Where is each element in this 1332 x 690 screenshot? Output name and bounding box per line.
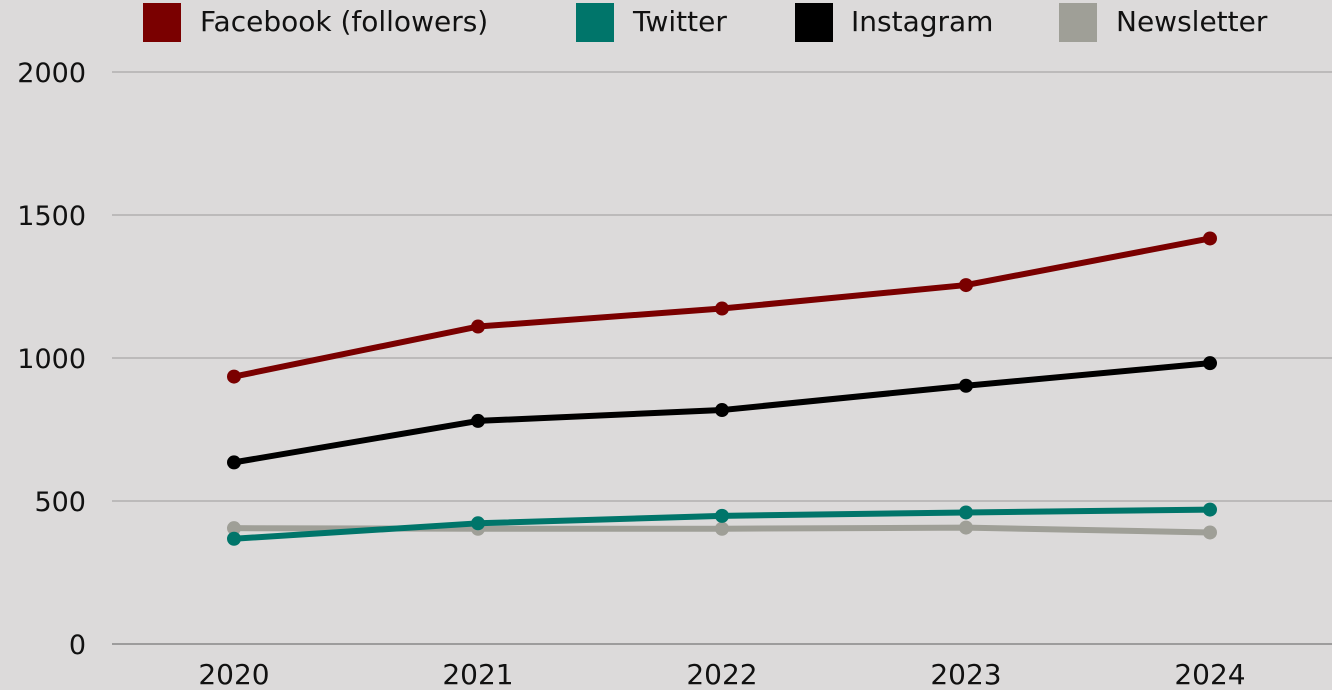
legend-label: Instagram (851, 5, 993, 38)
data-point (1203, 502, 1217, 517)
series-layer (227, 231, 1217, 546)
x-tick-label: 2023 (930, 658, 1001, 690)
series-twitter (227, 502, 1217, 546)
legend-swatch (143, 3, 181, 42)
data-point (471, 516, 485, 531)
data-point (227, 455, 241, 470)
data-point (227, 531, 241, 546)
y-tick-label: 1000 (17, 344, 86, 375)
series-facebook-followers (227, 231, 1217, 384)
series-instagram (227, 356, 1217, 470)
x-tick-label: 2024 (1174, 658, 1245, 690)
x-tick-label: 2022 (686, 658, 757, 690)
legend-label: Facebook (followers) (200, 5, 488, 38)
data-point (1203, 356, 1217, 371)
x-axis-ticks: 2020 2021 2022 2023 2024 (198, 658, 1245, 690)
y-tick-label: 1500 (17, 201, 86, 232)
legend-swatch (576, 3, 614, 42)
legend-item: Twitter (576, 3, 727, 42)
grid-layer (112, 71, 1332, 645)
data-point (959, 520, 973, 535)
data-point (715, 521, 729, 536)
x-tick-label: 2021 (442, 658, 513, 690)
x-tick-label: 2020 (198, 658, 269, 690)
y-tick-label: 500 (34, 487, 86, 518)
legend-swatch (1059, 3, 1097, 42)
data-point (715, 508, 729, 523)
data-point (471, 413, 485, 428)
data-point (1203, 525, 1217, 540)
legend-swatch (795, 3, 833, 42)
y-axis-ticks: 0 500 1000 1500 2000 (17, 58, 86, 661)
legend-label: Newsletter (1116, 5, 1268, 38)
data-point (227, 521, 241, 536)
y-tick-label: 0 (69, 630, 86, 661)
data-point (959, 278, 973, 293)
data-point (471, 319, 485, 334)
data-point (1203, 231, 1217, 246)
legend: Facebook (followers) Twitter Instagram News… (143, 3, 1268, 42)
data-point (959, 505, 973, 520)
data-point (715, 301, 729, 316)
data-point (715, 403, 729, 418)
legend-item: Newsletter (1059, 3, 1268, 42)
legend-item: Instagram (795, 3, 993, 42)
data-point (959, 378, 973, 393)
legend-label: Twitter (632, 5, 727, 38)
legend-item: Facebook (followers) (143, 3, 488, 42)
y-tick-label: 2000 (17, 58, 86, 89)
data-point (227, 369, 241, 384)
